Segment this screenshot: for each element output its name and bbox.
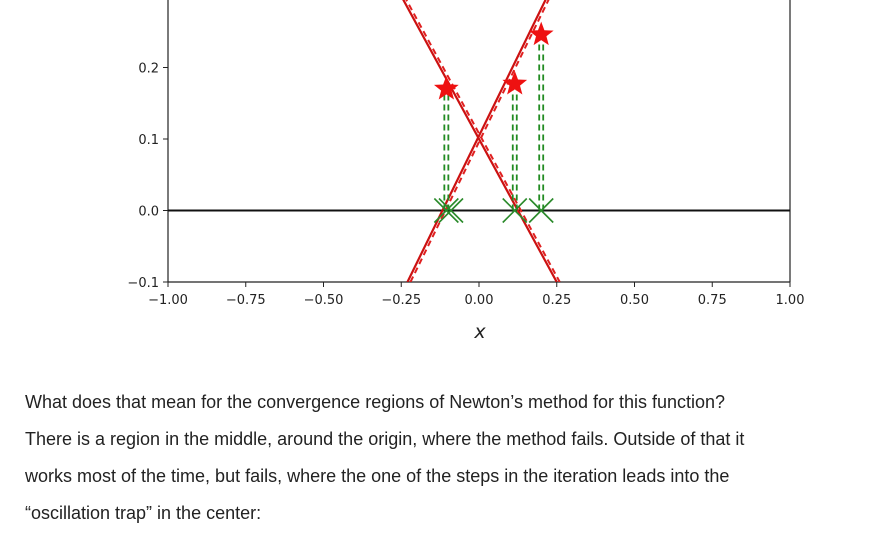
x-tick-label: −0.75 (226, 293, 266, 308)
paragraph-line-2: There is a region in the middle, around … (25, 429, 745, 449)
y-tick-label: 0.1 (138, 133, 159, 148)
tangent-line-dashed (405, 0, 561, 282)
x-axis-label: x (473, 321, 486, 343)
markers (433, 21, 554, 224)
x-tick-label: 0.00 (465, 293, 494, 308)
y-tick-label: 0.0 (138, 205, 159, 220)
vertical-dashes (443, 34, 545, 211)
paragraph-line-1: What does that mean for the convergence … (25, 392, 726, 412)
function-star-marker (528, 21, 554, 46)
x-tick-label: −0.25 (381, 293, 421, 308)
x-tick-label: 0.75 (698, 293, 727, 308)
tangent-line-dashed (409, 0, 550, 282)
tangent-line (406, 0, 547, 282)
root-cross-marker (438, 197, 464, 224)
x-tick-label: −1.00 (148, 293, 188, 308)
tangent-lines (402, 0, 561, 282)
y-tick-label: −0.1 (127, 276, 159, 291)
tick-labels: −1.00 −0.75 −0.50 −0.25 0.00 0.25 0.50 0.75 1.00… (127, 62, 804, 309)
x-tick-label: 0.25 (542, 293, 571, 308)
x-tick-label: −0.50 (304, 293, 344, 308)
paragraph-line-3: works most of the time, but fails, where… (25, 466, 730, 486)
y-tick-label: 0.2 (138, 62, 159, 77)
function-star-marker (434, 75, 459, 100)
root-cross-marker (433, 197, 459, 224)
axes (163, 0, 791, 287)
root-cross-marker (528, 197, 554, 224)
root-cross-marker (502, 197, 528, 224)
function-star-marker (502, 70, 528, 95)
x-tick-label: 0.50 (620, 293, 649, 308)
tangent-line (402, 0, 558, 282)
paragraph-line-4: “oscillation trap” in the center: (25, 503, 262, 523)
x-tick-label: 1.00 (776, 293, 805, 308)
newton-chart: −1.00 −0.75 −0.50 −0.25 0.00 0.25 0.50 0.75 1.00… (127, 0, 804, 343)
